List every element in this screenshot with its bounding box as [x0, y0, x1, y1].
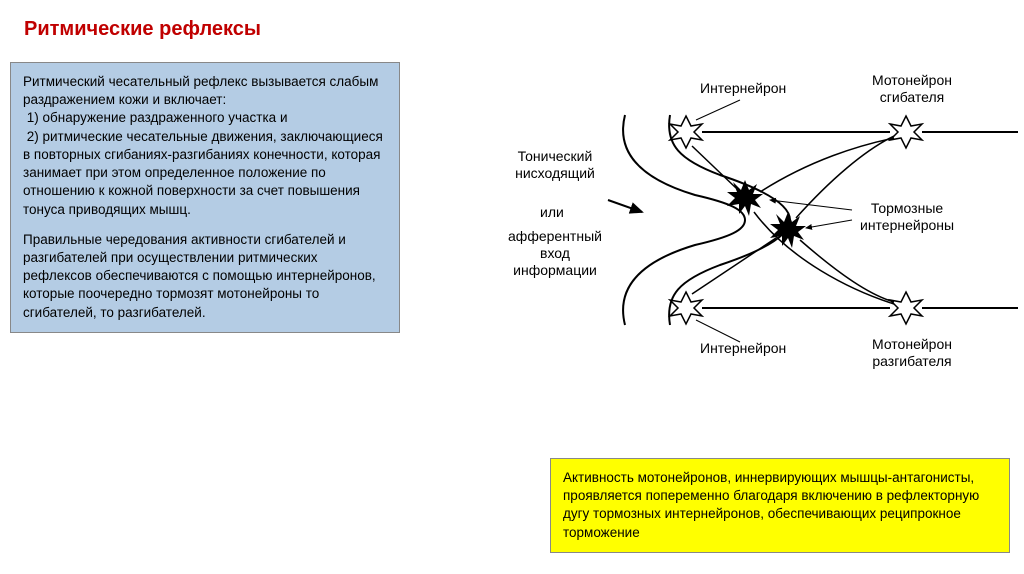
yellow-info-box: Активность мотонейронов, иннервирующих м…	[550, 458, 1010, 553]
blue-p3: 2) ритмические чесательные движения, зак…	[23, 128, 387, 219]
title-text: Ритмические рефлексы	[24, 18, 261, 40]
blue-p4: Правильные чередования активности сгибат…	[23, 231, 387, 286]
blue-p5: которые поочередно тормозят мотонейроны …	[23, 285, 387, 321]
yellow-text: Активность мотонейронов, иннервирующих м…	[563, 470, 979, 540]
blue-p2: 1) обнаружение раздраженного участка и	[23, 109, 387, 127]
blue-p1: Ритмический чесательный рефлекс вызывает…	[23, 73, 387, 109]
blue-info-box: Ритмический чесательный рефлекс вызывает…	[10, 62, 400, 333]
reflex-diagram	[470, 60, 1020, 420]
slide-title: Ритмические рефлексы	[24, 18, 261, 41]
